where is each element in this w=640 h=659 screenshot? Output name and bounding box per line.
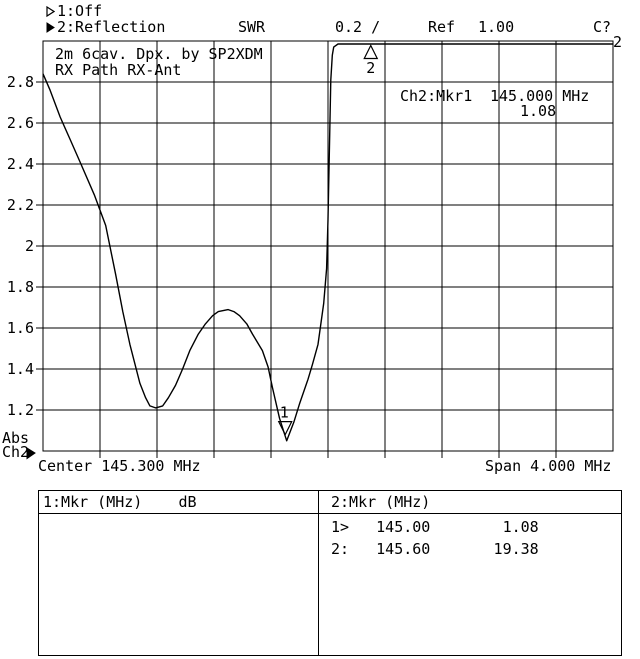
y-tick-label: 1.8 (7, 278, 34, 296)
marker-readout-label: Ch2:Mkr1 (400, 87, 473, 105)
marker-table-divider (318, 491, 319, 655)
center-frequency-label: Center 145.300 MHz (38, 457, 201, 475)
ref-label: Ref (428, 18, 456, 36)
marker-table-rows: 1> 145.00 1.08 2: 145.60 19.38 (331, 516, 539, 560)
marker-1-symbol (277, 421, 293, 436)
y-tick-label: 2.2 (7, 196, 34, 214)
marker-readout-value: 1.08 (520, 102, 557, 120)
y-tick-label: 1.4 (7, 360, 34, 378)
y-tick-label: 2.4 (7, 155, 34, 173)
correction-indicator: C? (593, 18, 612, 36)
y-tick-label: 1.6 (7, 319, 34, 337)
marker-readout-freq: 145.000 MHz (490, 87, 590, 105)
y-axis-label-ch2: Ch2 (2, 443, 30, 461)
channel2-measurement: 2:Reflection (57, 18, 166, 36)
y-tick-label: 2.8 (7, 73, 34, 91)
y-tick-label: 2.6 (7, 114, 34, 132)
marker-table-right-header: 2:Mkr (MHz) (331, 493, 431, 511)
y-axis-label-abs: Abs (2, 429, 30, 447)
marker-table-row: 2: 145.60 19.38 (331, 540, 539, 558)
swr-trace (42, 43, 613, 442)
channel1-status: 1:Off (57, 2, 103, 20)
marker-1-label: 1 (280, 404, 289, 422)
channel2-triangle-filled-icon (46, 21, 55, 33)
scale-per-div: 0.2 / (335, 18, 381, 36)
span-label: Span 4.000 MHz (485, 457, 612, 475)
swr-chart: 2.8 2.6 2.4 2.2 2 1.8 1.6 1.4 1.2 1 2 (7, 40, 614, 458)
y-tick-label: 2 (25, 237, 34, 255)
ch2-pointer-icon (26, 447, 36, 460)
channel1-triangle-hollow-icon (46, 5, 56, 18)
marker-table-header-rule (39, 513, 621, 514)
trace-title-line2: RX Path RX-Ant (55, 61, 182, 79)
ref-value: 1.00 (478, 18, 515, 36)
format-label: SWR (238, 18, 266, 36)
marker-table-row: 1> 145.00 1.08 (331, 518, 539, 536)
marker-2-symbol (363, 44, 379, 60)
marker-table-left-header: 1:Mkr (MHz) dB (43, 493, 197, 511)
marker-table: 1:Mkr (MHz) dB 2:Mkr (MHz) 1> 145.00 1.0… (38, 490, 622, 656)
trace-title-line1: 2m 6cav. Dpx. by SP2XDM (55, 45, 263, 63)
marker-2-label: 2 (366, 59, 375, 77)
y-tick-label: 1.2 (7, 401, 34, 419)
channel2-indicator: 2 (613, 33, 623, 51)
